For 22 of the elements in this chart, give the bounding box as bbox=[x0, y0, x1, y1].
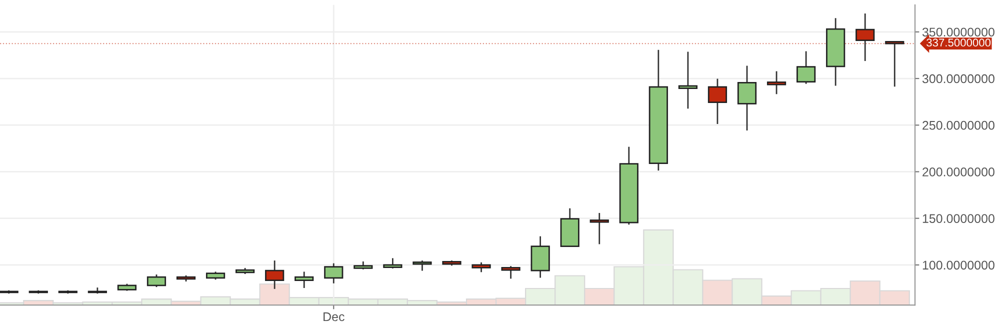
candlestick bbox=[796, 51, 816, 84]
candlestick bbox=[737, 66, 757, 130]
candlestick bbox=[412, 260, 432, 271]
candlestick bbox=[708, 78, 728, 124]
y-tick-label: 300.0000000 bbox=[922, 74, 994, 84]
y-tick-label: 250.0000000 bbox=[922, 120, 994, 130]
y-tick-label: 150.0000000 bbox=[922, 214, 994, 223]
y-tick-label: 350.0000000 bbox=[922, 28, 994, 37]
candlestick bbox=[501, 266, 520, 279]
candlestick bbox=[885, 41, 904, 87]
y-tick-label: 200.0000000 bbox=[922, 168, 994, 176]
y-tick-label: 100.0000000 bbox=[922, 260, 994, 270]
candlestick bbox=[324, 263, 344, 284]
candlestick bbox=[678, 52, 698, 109]
candlestick bbox=[590, 212, 609, 244]
candlestick bbox=[265, 260, 284, 289]
candlestick bbox=[294, 272, 314, 288]
candlestick bbox=[766, 71, 786, 94]
ref-line-label: 337.5000000 bbox=[926, 38, 991, 47]
candlestick bbox=[856, 14, 875, 62]
candlestick bbox=[146, 274, 166, 288]
x-tick-label: Dec bbox=[324, 312, 344, 322]
